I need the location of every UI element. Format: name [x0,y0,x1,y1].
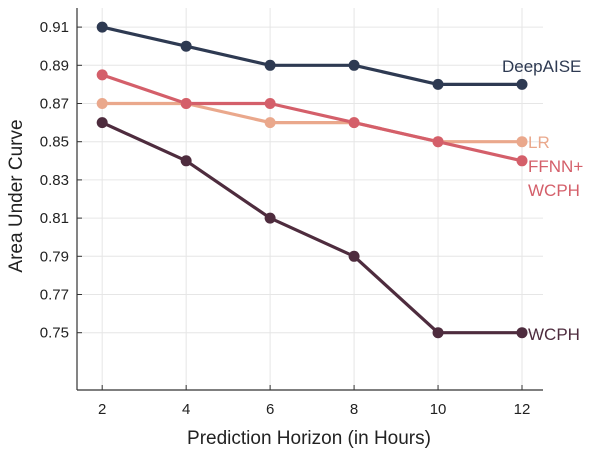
series-line-wcph [101,121,522,335]
x-tick-label: 6 [266,401,274,418]
series-label-wcph: WCPH [528,325,580,344]
series-label-line: FFNN+ [528,157,583,176]
data-point [264,212,276,224]
y-tick-label: 0.91 [40,19,69,36]
y-tick-label: 0.85 [40,134,69,151]
y-tick-label: 0.77 [40,287,69,304]
data-point [264,117,276,129]
data-point [96,21,108,33]
y-tick-label: 0.79 [40,248,69,265]
series-line-deepaise [101,25,522,86]
data-point [96,98,108,109]
x-tick-label: 10 [430,401,447,418]
series-label-line: WCPH [528,181,580,200]
y-tick-label: 0.81 [40,210,69,227]
axes [76,8,543,391]
data-point [432,136,444,148]
series-lines [101,25,523,335]
y-tick-label: 0.75 [40,325,69,342]
y-tick-label: 0.87 [40,96,69,113]
series-label-ffnn-wcph: FFNN+ WCPH [528,157,583,200]
y-tick-label: 0.89 [40,57,69,74]
data-point [348,117,360,129]
x-tick-label: 12 [514,401,531,418]
data-point [516,78,528,90]
series-label-line: WCPH [528,325,580,344]
data-point [264,59,276,71]
x-tick-labels: 2 4 6 8 10 12 [98,401,530,418]
y-tick-label: 0.83 [40,172,69,189]
series-line-lr [102,101,522,144]
series-label-line: LR [528,133,550,152]
data-point [348,59,360,71]
series-labels: DeepAISE LR FFNN+ WCPH WCPH [502,57,583,344]
series-label-line: DeepAISE [502,57,581,76]
x-tick-label: 8 [350,401,358,418]
data-point [516,327,528,339]
data-point [180,155,192,167]
data-point [516,136,528,148]
grid [77,8,543,390]
series-points [96,21,528,339]
data-point [432,327,444,339]
data-point [180,40,192,52]
series-label-lr: LR [528,133,550,152]
series-label-deepaise: DeepAISE [502,57,581,76]
y-tick-labels: 0.91 0.89 0.87 0.85 0.83 0.81 0.79 0.77 0.75 [40,19,69,342]
data-point [96,69,108,81]
data-point [96,117,108,129]
data-point [180,98,192,109]
data-point [516,155,528,167]
data-point [348,250,360,262]
data-point [432,78,444,90]
series-line-ffnn-wcph [101,73,523,163]
y-axis-title: Area Under Curve [6,119,27,272]
data-point [264,98,276,109]
x-tick-label: 2 [98,401,106,418]
x-axis-title: Prediction Horizon (in Hours) [187,428,431,449]
x-tick-label: 4 [182,401,190,418]
